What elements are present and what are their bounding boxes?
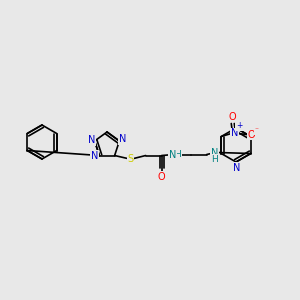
Text: ⁻: ⁻ — [254, 125, 258, 134]
Text: N: N — [169, 149, 176, 160]
Text: N: N — [233, 163, 241, 173]
Text: N: N — [119, 134, 126, 144]
Text: N: N — [211, 148, 218, 158]
Text: O: O — [229, 112, 236, 122]
Text: H: H — [174, 150, 181, 159]
Text: N: N — [231, 128, 238, 139]
Text: O: O — [158, 172, 166, 182]
Text: H: H — [211, 155, 218, 164]
Text: O: O — [248, 130, 255, 140]
Text: +: + — [236, 121, 242, 130]
Text: N: N — [91, 151, 98, 160]
Text: S: S — [128, 154, 134, 164]
Text: N: N — [88, 135, 95, 145]
